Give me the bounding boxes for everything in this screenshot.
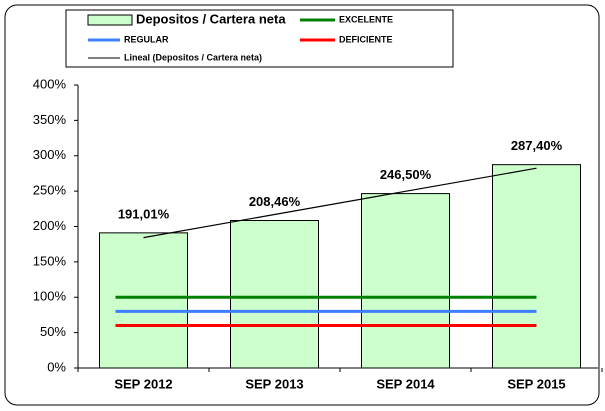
legend-label: REGULAR bbox=[124, 34, 169, 44]
y-tick-label: 300% bbox=[33, 147, 67, 162]
x-tick-label: SEP 2013 bbox=[245, 376, 303, 391]
data-label: 287,40% bbox=[511, 138, 563, 153]
legend-label: Lineal (Depositos / Cartera neta) bbox=[124, 52, 262, 62]
x-tick-label: SEP 2014 bbox=[376, 376, 435, 391]
y-tick-label: 100% bbox=[33, 289, 67, 304]
data-label: 246,50% bbox=[380, 167, 432, 182]
bar bbox=[361, 193, 450, 369]
y-tick-label: 350% bbox=[33, 112, 67, 127]
bar bbox=[99, 232, 188, 369]
y-tick-label: 250% bbox=[33, 183, 67, 198]
legend-label: EXCELENTE bbox=[339, 14, 393, 24]
x-tick-label: SEP 2015 bbox=[507, 376, 565, 391]
y-tick-label: 200% bbox=[33, 218, 67, 233]
y-tick-label: 150% bbox=[33, 253, 67, 268]
x-tick-label: SEP 2012 bbox=[114, 376, 172, 391]
legend-label: DEFICIENTE bbox=[339, 34, 393, 44]
data-label: 191,01% bbox=[118, 206, 170, 221]
y-tick-label: 0% bbox=[47, 359, 66, 374]
data-label: 208,46% bbox=[249, 194, 301, 209]
y-tick-label: 400% bbox=[33, 76, 67, 91]
bar bbox=[492, 164, 581, 369]
y-tick-label: 50% bbox=[40, 324, 66, 339]
legend-swatch bbox=[87, 14, 133, 26]
line-series bbox=[143, 167, 537, 239]
legend-label: Depositos / Cartera neta bbox=[136, 11, 286, 26]
bar bbox=[230, 220, 319, 369]
